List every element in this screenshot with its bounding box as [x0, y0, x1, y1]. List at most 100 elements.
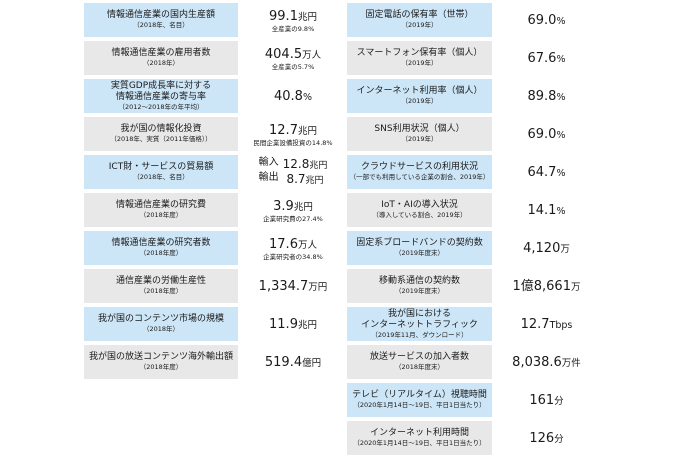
trade-unit: 兆円 [309, 161, 328, 171]
stat-unit: 万人 [297, 240, 317, 251]
stat-row: SNS利用状況（個人） （2019年） 69.0% [347, 117, 599, 151]
stat-value-cell: 3.9兆円 企業研究費の27.4% [240, 193, 346, 227]
stat-label: IoT・AIの導入状況 [381, 200, 458, 210]
stat-note: （2018年度） [139, 363, 183, 371]
stat-label-cell: 通信産業の労働生産性 （2018年度） [84, 269, 238, 303]
stat-number: 404.5 [264, 47, 303, 62]
stat-label-cell: スマートフォン保有率（個人） （2019年） [347, 41, 492, 75]
stat-label-cell: 我が国の放送コンテンツ海外輸出額 （2018年度） [84, 345, 238, 379]
stat-note: （2019年） [401, 97, 438, 105]
trade-number: 8.7 [286, 172, 306, 186]
stat-unit: % [556, 54, 566, 65]
stat-value: 67.6% [528, 49, 566, 67]
stat-label: スマートフォン保有率（個人） [356, 48, 483, 58]
trade-number: 12.8 [282, 157, 310, 171]
stat-note: （2018年、名目） [133, 21, 189, 29]
stat-label: インターネット利用率（個人） [356, 86, 483, 96]
stat-label-cell: 情報通信産業の研究費 （2018年度） [84, 193, 238, 227]
stat-label: 情報通信産業の研究者数 [111, 238, 211, 248]
stat-value: 89.8% [528, 87, 566, 105]
stat-label: テレビ（リアルタイム）視聴時間 [352, 390, 487, 400]
stat-note: （2018年度） [139, 249, 183, 257]
stat-unit: % [556, 206, 566, 217]
stat-row: 放送サービスの加入者数 （2018年度末） 8,038.6万件 [347, 345, 599, 379]
stat-value-cell: 69.0% [494, 3, 599, 37]
stat-label: 我が国のコンテンツ市場の規模 [97, 314, 224, 324]
stat-unit: 兆円 [293, 202, 313, 213]
stat-value-cell: 161分 [494, 383, 599, 417]
stat-unit: 万 [570, 282, 581, 293]
stat-label: 固定系ブロードバンドの契約数 [356, 238, 483, 248]
stat-value: 14.1% [528, 201, 566, 219]
stat-label: クラウドサービスの利用状況 [360, 162, 478, 172]
stat-value-cell: 8,038.6万件 [494, 345, 599, 379]
stat-unit: % [556, 92, 566, 103]
stat-value: 404.5万人 [265, 45, 321, 63]
stat-note: （2019年） [401, 135, 438, 143]
stat-value-cell: 89.8% [494, 79, 599, 113]
stat-number: 64.7 [527, 165, 557, 180]
stat-label: 放送サービスの加入者数 [369, 352, 469, 362]
stat-label-cell: SNS利用状況（個人） （2019年） [347, 117, 492, 151]
stat-unit: % [556, 130, 566, 141]
stat-note: （2018年、実質（2011年価格）） [110, 135, 212, 143]
stat-unit: 兆円 [297, 320, 317, 331]
stat-number: 1億8,661 [512, 279, 571, 294]
stat-row: 移動系通信の契約数 （2019年度末） 1億8,661万 [347, 269, 599, 303]
stat-row: 情報通信産業の研究費 （2018年度） 3.9兆円 企業研究費の27.4% [84, 193, 346, 227]
trade-values: 輸入 12.8兆円 輸出 8.7兆円 [259, 157, 328, 187]
stat-label: 実質GDP成長率に対する [110, 80, 212, 91]
trade-unit: 兆円 [305, 176, 324, 186]
stat-label-cell: 我が国の情報化投資 （2018年、実質（2011年価格）） [84, 117, 238, 151]
stat-note: （2019年度末） [394, 287, 445, 295]
stat-note: （2019年11月、ダウンロード） [371, 330, 468, 339]
stat-value: 1億8,661万 [512, 277, 580, 295]
stat-label-cell: ICT財・サービスの貿易額 （2018年、名目） [84, 155, 238, 189]
stat-value-cell: 69.0% [494, 117, 599, 151]
stat-row: 実質GDP成長率に対する 情報通信産業の寄与率 （2012～2018年の年平均） 40… [84, 79, 346, 113]
stat-subnote: 企業研究者の34.8% [263, 253, 323, 261]
stat-value-cell: 519.4億円 [240, 345, 346, 379]
stat-unit: 億円 [302, 358, 322, 369]
stat-subnote: 民間企業設備投資の14.8% [253, 139, 333, 147]
trade-amount: 8.7兆円 [283, 172, 328, 187]
stat-row: ICT財・サービスの貿易額 （2018年、名目） 輸入 12.8兆円 輸出 8.7兆円 [84, 155, 346, 189]
stat-label-cell: 放送サービスの加入者数 （2018年度末） [347, 345, 492, 379]
stat-label: 情報通信産業の研究費 [115, 200, 206, 210]
stat-note: （2018年度） [139, 211, 183, 219]
stat-label-cell: 固定系ブロードバンドの契約数 （2019年度末） [347, 231, 492, 265]
stat-note: （2020年1月14日～19日、平日1日当たり） [353, 401, 486, 409]
stat-note: （一部でも利用している企業の割合、2019年） [349, 173, 490, 181]
stat-value: 161分 [529, 391, 563, 409]
stat-value-cell: 64.7% [494, 155, 599, 189]
stat-note: （2018年、名目） [133, 173, 189, 181]
stat-row: テレビ（リアルタイム）視聴時間 （2020年1月14日～19日、平日1日当たり） 1… [347, 383, 599, 417]
stat-unit: % [556, 16, 566, 27]
stat-row: 我が国における インターネットトラフィック （2019年11月、ダウンロード） 12.… [347, 307, 599, 341]
stat-value: 69.0% [528, 125, 566, 143]
stat-label: 我が国における [387, 308, 451, 319]
stat-value-cell: 40.8% [240, 79, 346, 113]
stat-number: 12.7 [269, 123, 298, 138]
stat-value-cell: 1,334.7万円 [240, 269, 346, 303]
stat-value-cell: 17.6万人 企業研究者の34.8% [240, 231, 346, 265]
stat-number: 161 [529, 393, 555, 408]
stat-number: 67.6 [527, 51, 557, 66]
stat-row: IoT・AIの導入状況 （導入している割合、2019年） 14.1% [347, 193, 599, 227]
stat-label-cell: 固定電話の保有率（世帯） （2019年） [347, 3, 492, 37]
stat-row: インターネット利用時間 （2020年1月14日～19日、平日1日当たり） 126分 [347, 421, 599, 455]
stat-note: （2019年度末） [394, 249, 445, 257]
trade-amount: 12.8兆円 [283, 157, 328, 172]
stat-label: 通信産業の労働生産性 [115, 276, 206, 286]
stat-value: 17.6万人 [269, 235, 317, 253]
stat-value: 3.9兆円 [273, 197, 313, 215]
stat-subnote: 全産業の5.7% [271, 63, 315, 71]
stat-number: 99.1 [269, 9, 298, 24]
stat-label-cell: インターネット利用時間 （2020年1月14日～19日、平日1日当たり） [347, 421, 492, 455]
stat-row: 通信産業の労働生産性 （2018年度） 1,334.7万円 [84, 269, 346, 303]
stat-note: （2020年1月14日～19日、平日1日当たり） [353, 439, 486, 447]
stat-note: （導入している割合、2019年） [372, 211, 467, 219]
stat-label: 情報通信産業の雇用者数 [111, 48, 211, 58]
stat-unit: 万件 [561, 358, 581, 369]
stat-label: 移動系通信の契約数 [378, 276, 460, 286]
